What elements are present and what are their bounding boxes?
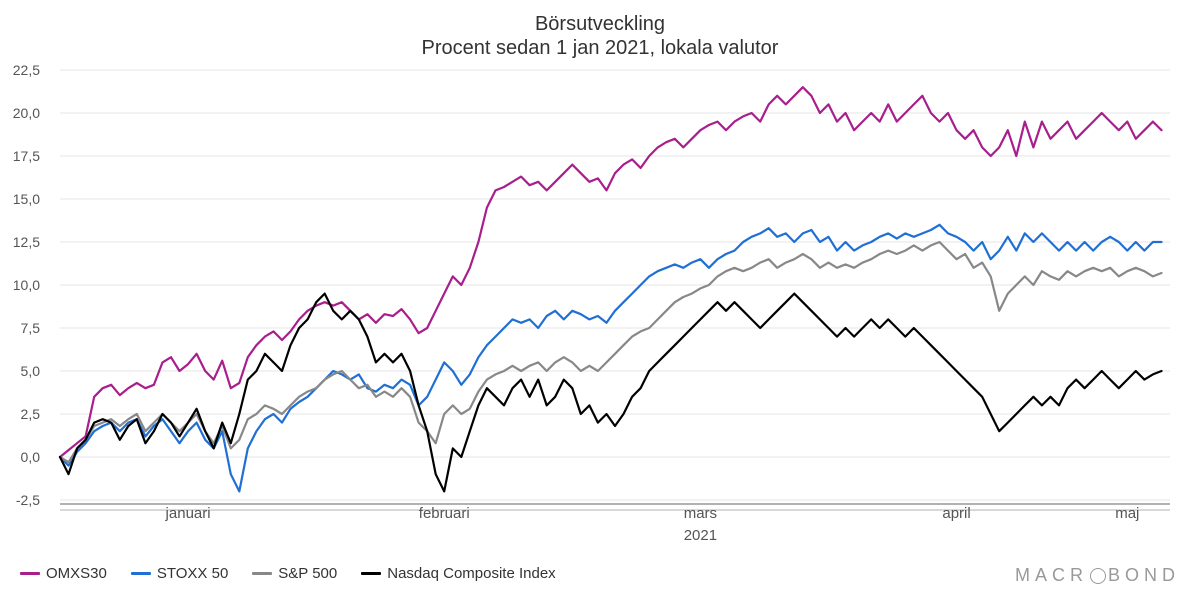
- y-tick-label: 12,5: [13, 234, 40, 250]
- brand-text-pre: MACR: [1015, 565, 1088, 586]
- legend-label: S&P 500: [278, 565, 337, 582]
- x-axis-labels: januarifebruarimarsaprilmaj2021: [60, 505, 1170, 525]
- chart-plot-area: [60, 70, 1170, 500]
- x-year-label: 2021: [684, 527, 717, 544]
- y-axis-labels: -2,50,02,55,07,510,012,515,017,520,022,5: [0, 70, 50, 500]
- legend-item: S&P 500: [252, 565, 337, 582]
- brand-circle-icon: [1090, 568, 1106, 584]
- chart-container: Börsutveckling Procent sedan 1 jan 2021,…: [0, 0, 1200, 600]
- chart-svg: [60, 70, 1170, 500]
- legend-item: OMXS30: [20, 565, 107, 582]
- legend-label: OMXS30: [46, 565, 107, 582]
- legend-label: Nasdaq Composite Index: [387, 565, 555, 582]
- brand-logo: MACR BOND: [1015, 565, 1180, 586]
- legend-swatch: [131, 572, 151, 575]
- legend: OMXS30 STOXX 50 S&P 500 Nasdaq Composite In…: [20, 565, 556, 582]
- y-tick-label: 22,5: [13, 62, 40, 78]
- x-tick-label: januari: [166, 505, 211, 522]
- title-line-2: Procent sedan 1 jan 2021, lokala valutor: [0, 36, 1200, 60]
- series-line-omxs30: [60, 87, 1162, 457]
- legend-swatch: [361, 572, 381, 575]
- y-tick-label: 5,0: [21, 363, 40, 379]
- y-tick-label: 15,0: [13, 191, 40, 207]
- legend-item: Nasdaq Composite Index: [361, 565, 555, 582]
- y-tick-label: 7,5: [21, 320, 40, 336]
- y-tick-label: -2,5: [16, 492, 40, 508]
- legend-item: STOXX 50: [131, 565, 228, 582]
- y-tick-label: 10,0: [13, 277, 40, 293]
- x-tick-label: februari: [419, 505, 470, 522]
- legend-label: STOXX 50: [157, 565, 228, 582]
- series-line-nasdaq-composite-index: [60, 294, 1162, 492]
- x-tick-label: maj: [1115, 505, 1139, 522]
- x-tick-label: mars: [684, 505, 717, 522]
- x-tick-label: april: [942, 505, 970, 522]
- y-tick-label: 17,5: [13, 148, 40, 164]
- brand-text-post: BOND: [1108, 565, 1180, 586]
- title-block: Börsutveckling Procent sedan 1 jan 2021,…: [0, 0, 1200, 60]
- title-line-1: Börsutveckling: [0, 12, 1200, 36]
- y-tick-label: 0,0: [21, 449, 40, 465]
- y-tick-label: 20,0: [13, 105, 40, 121]
- legend-swatch: [20, 572, 40, 575]
- y-tick-label: 2,5: [21, 406, 40, 422]
- legend-swatch: [252, 572, 272, 575]
